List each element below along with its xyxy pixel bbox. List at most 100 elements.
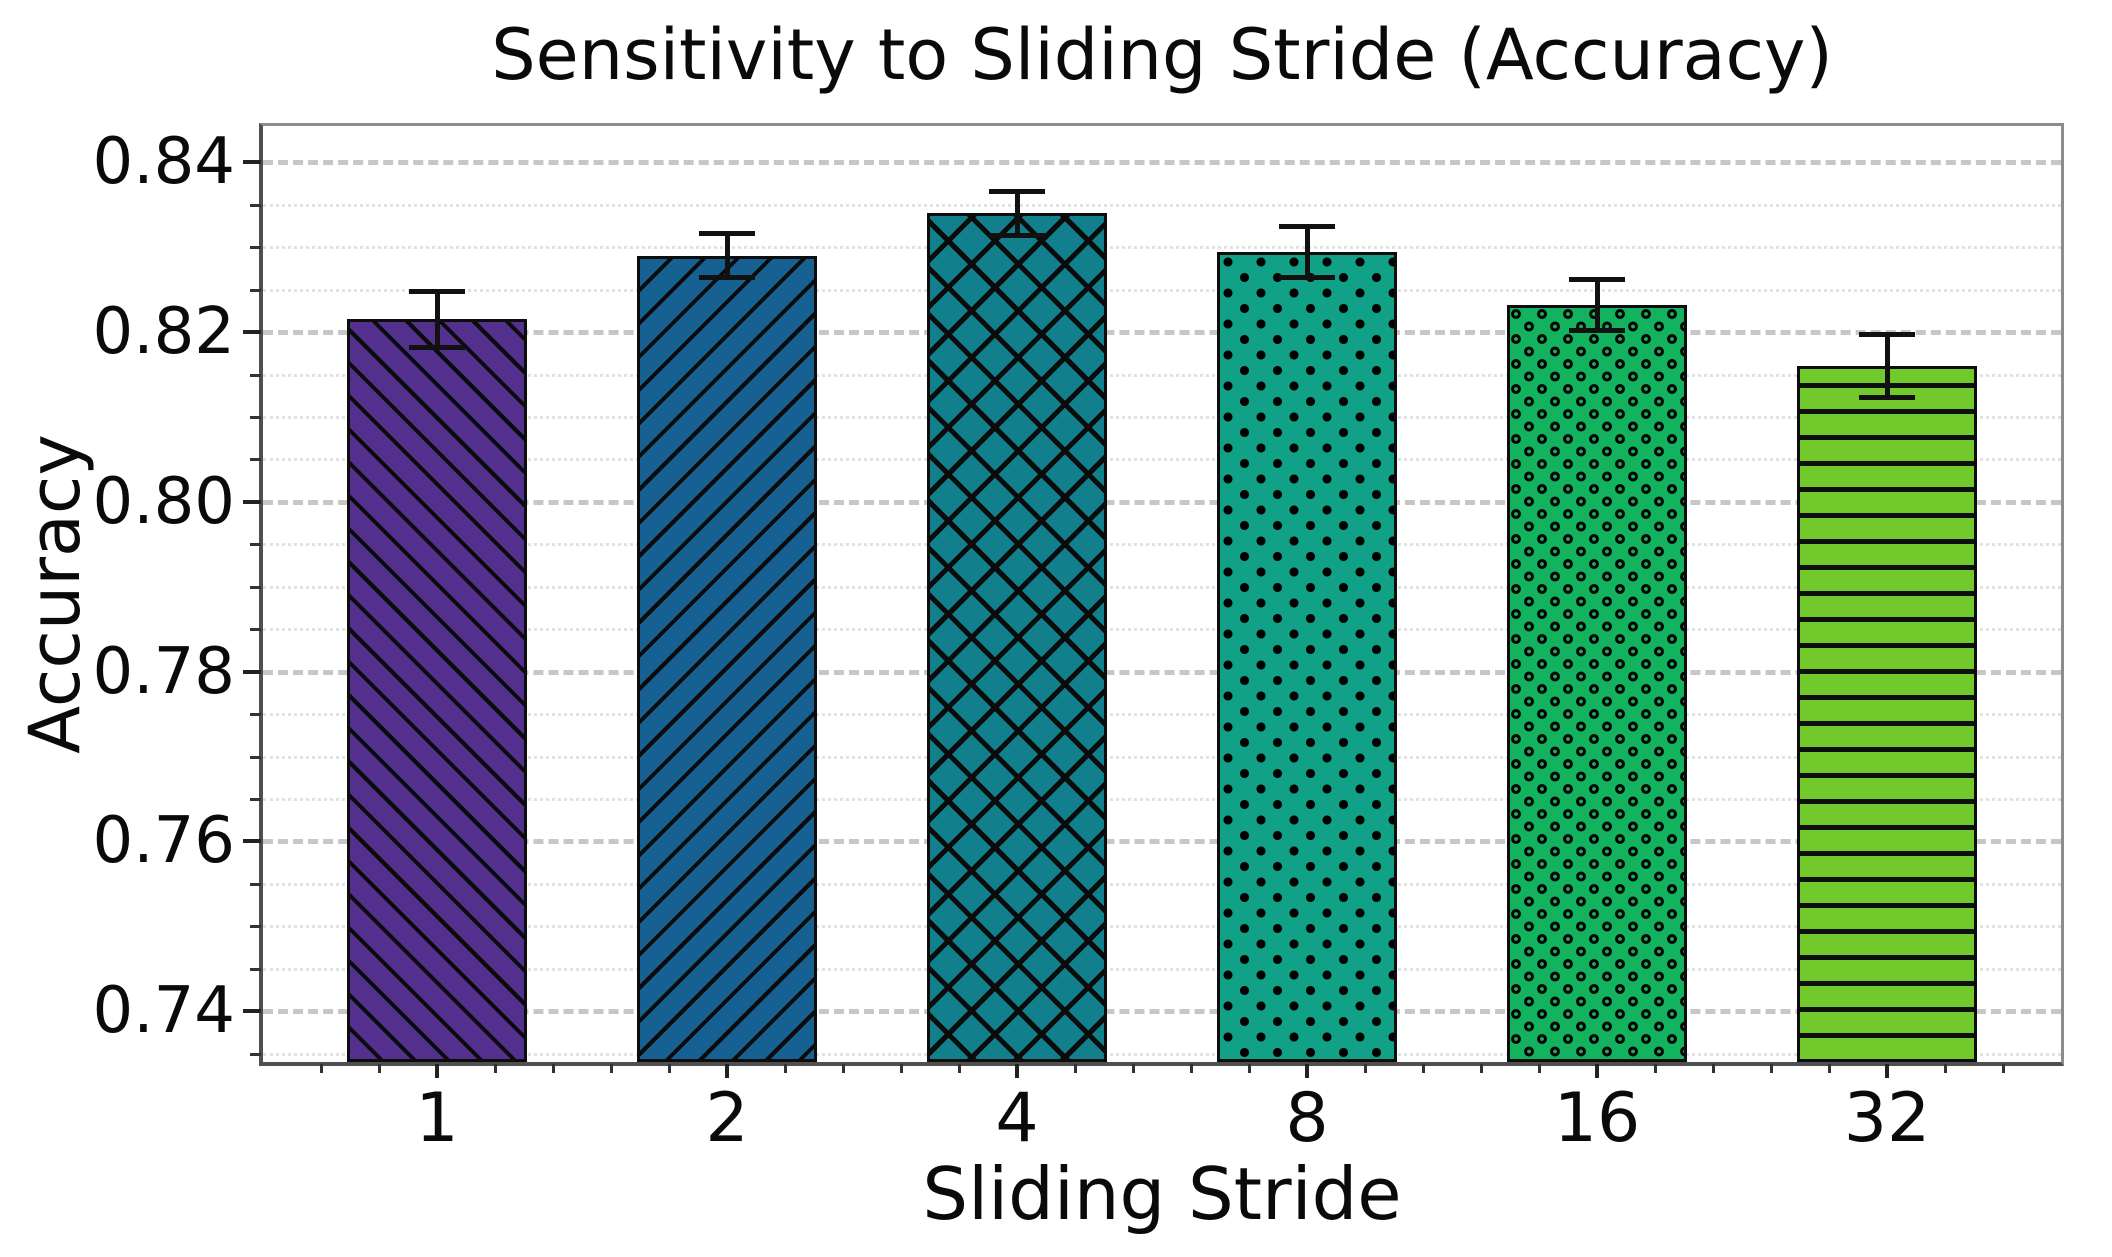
gridline-minor-0.805 bbox=[263, 458, 2061, 462]
x-minor-tick-26 bbox=[1769, 1064, 1773, 1073]
x-minor-tick-7 bbox=[667, 1064, 671, 1073]
x-minor-tick-10 bbox=[841, 1064, 845, 1073]
x-tick-label-4: 4 bbox=[995, 1079, 1039, 1158]
y-tick-label-0.78: 0.78 bbox=[92, 634, 236, 709]
x-major-tick-23 bbox=[1595, 1064, 1599, 1078]
y-major-tick-0.8 bbox=[243, 499, 261, 504]
bar-hatch-. bbox=[1220, 254, 1394, 1059]
gridline-minor-0.835 bbox=[263, 203, 2061, 207]
y-major-tick-0.78 bbox=[243, 669, 261, 674]
bar-stride-32 bbox=[1797, 366, 1977, 1062]
y-major-tick-0.76 bbox=[243, 839, 261, 844]
x-major-tick-13 bbox=[1015, 1064, 1019, 1078]
x-tick-label-2: 2 bbox=[705, 1079, 749, 1158]
bar-stride-8 bbox=[1217, 251, 1397, 1062]
y-tick-label-0.84: 0.84 bbox=[92, 125, 236, 200]
x-minor-tick-22 bbox=[1537, 1064, 1541, 1073]
x-major-tick-3 bbox=[435, 1064, 439, 1078]
error-cap-bottom-16 bbox=[1569, 328, 1625, 333]
error-cap-top-1 bbox=[409, 288, 465, 294]
error-cap-top-16 bbox=[1569, 277, 1625, 283]
y-major-tick-0.74 bbox=[243, 1009, 261, 1014]
error-bar-16 bbox=[1594, 279, 1600, 331]
y-minor-tick-0.75 bbox=[250, 925, 261, 929]
y-minor-tick-0.805 bbox=[250, 458, 261, 462]
error-bar-32 bbox=[1884, 334, 1890, 398]
x-minor-tick-15 bbox=[1131, 1064, 1135, 1073]
gridline-minor-0.815 bbox=[263, 373, 2061, 377]
x-minor-tick-2 bbox=[377, 1064, 381, 1073]
bar-hatch-\ bbox=[640, 258, 814, 1059]
y-minor-tick-0.825 bbox=[250, 288, 261, 292]
error-bar-8 bbox=[1304, 226, 1310, 278]
y-tick-label-0.74: 0.74 bbox=[92, 974, 236, 1049]
x-minor-tick-17 bbox=[1247, 1064, 1251, 1073]
x-minor-tick-9 bbox=[783, 1064, 787, 1073]
error-cap-top-2 bbox=[699, 231, 755, 237]
gridline-minor-0.795 bbox=[263, 543, 2061, 547]
error-cap-bottom-2 bbox=[699, 275, 755, 281]
x-tick-label-8: 8 bbox=[1285, 1079, 1329, 1158]
gridline-minor-0.745 bbox=[263, 967, 2061, 971]
bar-stride-1 bbox=[347, 319, 527, 1062]
bar-hatch-x bbox=[930, 216, 1104, 1059]
gridline-major-0.74 bbox=[263, 1009, 2061, 1015]
x-minor-tick-25 bbox=[1711, 1064, 1715, 1073]
error-cap-top-4 bbox=[989, 188, 1045, 194]
chart-title: Sensitivity to Sliding Stride (Accuracy) bbox=[491, 14, 1833, 96]
gridline-major-0.78 bbox=[263, 669, 2061, 675]
error-cap-bottom-8 bbox=[1279, 274, 1335, 280]
x-minor-tick-21 bbox=[1479, 1064, 1483, 1073]
y-minor-tick-0.81 bbox=[250, 416, 261, 420]
gridline-minor-0.83 bbox=[263, 246, 2061, 250]
y-minor-tick-0.735 bbox=[250, 1052, 261, 1056]
x-minor-tick-24 bbox=[1653, 1064, 1657, 1073]
error-bar-1 bbox=[434, 291, 440, 348]
gridline-major-0.76 bbox=[263, 839, 2061, 845]
y-minor-tick-0.795 bbox=[250, 543, 261, 547]
x-minor-tick-6 bbox=[609, 1064, 613, 1073]
y-minor-tick-0.83 bbox=[250, 246, 261, 250]
x-minor-tick-20 bbox=[1421, 1064, 1425, 1073]
gridline-minor-0.81 bbox=[263, 416, 2061, 420]
bar-stride-16 bbox=[1507, 305, 1687, 1062]
y-minor-tick-0.745 bbox=[250, 967, 261, 971]
y-tick-label-0.8: 0.80 bbox=[92, 464, 236, 539]
bar-stride-4 bbox=[927, 213, 1107, 1062]
error-bar-4 bbox=[1014, 191, 1020, 236]
error-cap-top-8 bbox=[1279, 223, 1335, 229]
x-minor-tick-19 bbox=[1363, 1064, 1367, 1073]
y-minor-tick-0.835 bbox=[250, 203, 261, 207]
gridline-minor-0.75 bbox=[263, 925, 2061, 929]
x-minor-tick-27 bbox=[1827, 1064, 1831, 1073]
x-minor-tick-12 bbox=[957, 1064, 961, 1073]
x-minor-tick-1 bbox=[319, 1064, 323, 1073]
gridline-minor-0.825 bbox=[263, 288, 2061, 292]
y-minor-tick-0.77 bbox=[250, 755, 261, 759]
x-minor-tick-29 bbox=[1943, 1064, 1947, 1073]
x-major-tick-8 bbox=[725, 1064, 729, 1078]
gridline-major-0.84 bbox=[263, 160, 2061, 166]
plot-area bbox=[259, 123, 2064, 1066]
y-minor-tick-0.755 bbox=[250, 882, 261, 886]
y-minor-tick-0.815 bbox=[250, 373, 261, 377]
x-major-tick-28 bbox=[1885, 1064, 1889, 1078]
gridline-major-0.8 bbox=[263, 499, 2061, 505]
x-major-tick-18 bbox=[1305, 1064, 1309, 1078]
y-minor-tick-0.765 bbox=[250, 797, 261, 801]
gridline-minor-0.785 bbox=[263, 628, 2061, 632]
bar-stride-2 bbox=[637, 255, 817, 1062]
x-minor-tick-11 bbox=[899, 1064, 903, 1073]
bar-hatch-- bbox=[1800, 369, 1974, 1059]
x-minor-tick-30 bbox=[2001, 1064, 2005, 1073]
gridline-minor-0.775 bbox=[263, 713, 2061, 717]
error-cap-bottom-32 bbox=[1859, 395, 1915, 401]
y-axis-label: Accuracy bbox=[14, 434, 96, 754]
y-minor-tick-0.79 bbox=[250, 585, 261, 589]
error-bar-2 bbox=[724, 233, 730, 278]
x-minor-tick-5 bbox=[551, 1064, 555, 1073]
x-tick-label-1: 1 bbox=[415, 1079, 459, 1158]
y-minor-tick-0.785 bbox=[250, 628, 261, 632]
y-tick-label-0.82: 0.82 bbox=[92, 295, 236, 370]
